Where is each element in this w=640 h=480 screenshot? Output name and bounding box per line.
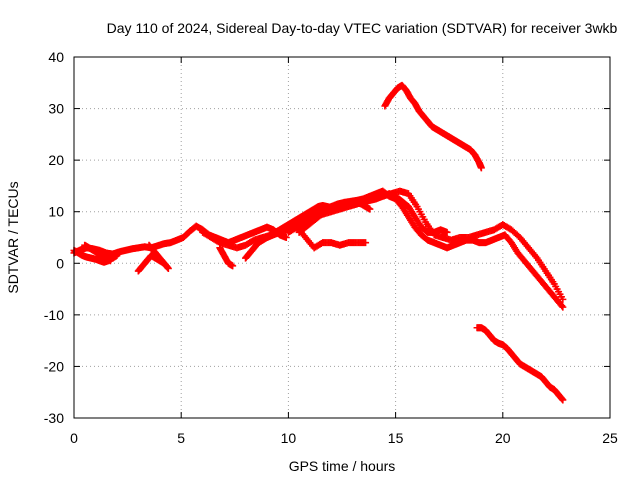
series-arc-13: [473, 324, 567, 404]
y-tick-label: -10: [44, 307, 64, 323]
x-tick-label: 0: [70, 430, 78, 446]
y-tick-label: -20: [44, 358, 64, 374]
series-arc-11: [295, 190, 451, 236]
series-arc-7: [216, 244, 237, 270]
chart-title: Day 110 of 2024, Sidereal Day-to-day VTE…: [107, 20, 618, 36]
data-point: [559, 396, 567, 404]
x-tick-label: 20: [495, 430, 511, 446]
data-point: [443, 228, 451, 236]
series-arc-2: [70, 246, 121, 266]
x-tick-label: 15: [388, 430, 404, 446]
series-arc-5: [145, 241, 170, 270]
data-point: [106, 257, 114, 265]
data-point: [162, 262, 170, 270]
y-tick-label: 20: [48, 152, 64, 168]
y-tick-label: 30: [48, 101, 64, 117]
y-tick-label: 0: [56, 255, 64, 271]
x-tick-label: 10: [281, 430, 297, 446]
data-point: [558, 302, 566, 310]
y-axis-label: SDTVAR / TECUs: [5, 181, 21, 293]
data-point: [559, 303, 567, 311]
y-tick-label: -30: [44, 410, 64, 426]
series-arc-12: [381, 81, 485, 172]
axis-ticks: 0 5 10 15 20 25 -30 -20 -10 0 10 20 30 40: [44, 49, 618, 446]
data-point: [477, 164, 485, 172]
grid-lines: [74, 57, 610, 418]
data-points: [70, 81, 567, 404]
plot-frame: [73, 56, 611, 419]
y-tick-label: 40: [48, 49, 64, 65]
series-arc-6: [199, 223, 370, 252]
data-point: [113, 252, 121, 260]
series-arc-3: [81, 241, 114, 265]
x-tick-label: 25: [602, 430, 618, 446]
data-point: [559, 295, 567, 303]
data-point: [282, 234, 290, 241]
x-axis-label: GPS time / hours: [289, 458, 396, 474]
data-point: [366, 205, 374, 213]
data-point: [362, 239, 370, 247]
y-tick-label: 10: [48, 204, 64, 220]
x-tick-label: 5: [177, 430, 185, 446]
data-point: [229, 262, 237, 270]
